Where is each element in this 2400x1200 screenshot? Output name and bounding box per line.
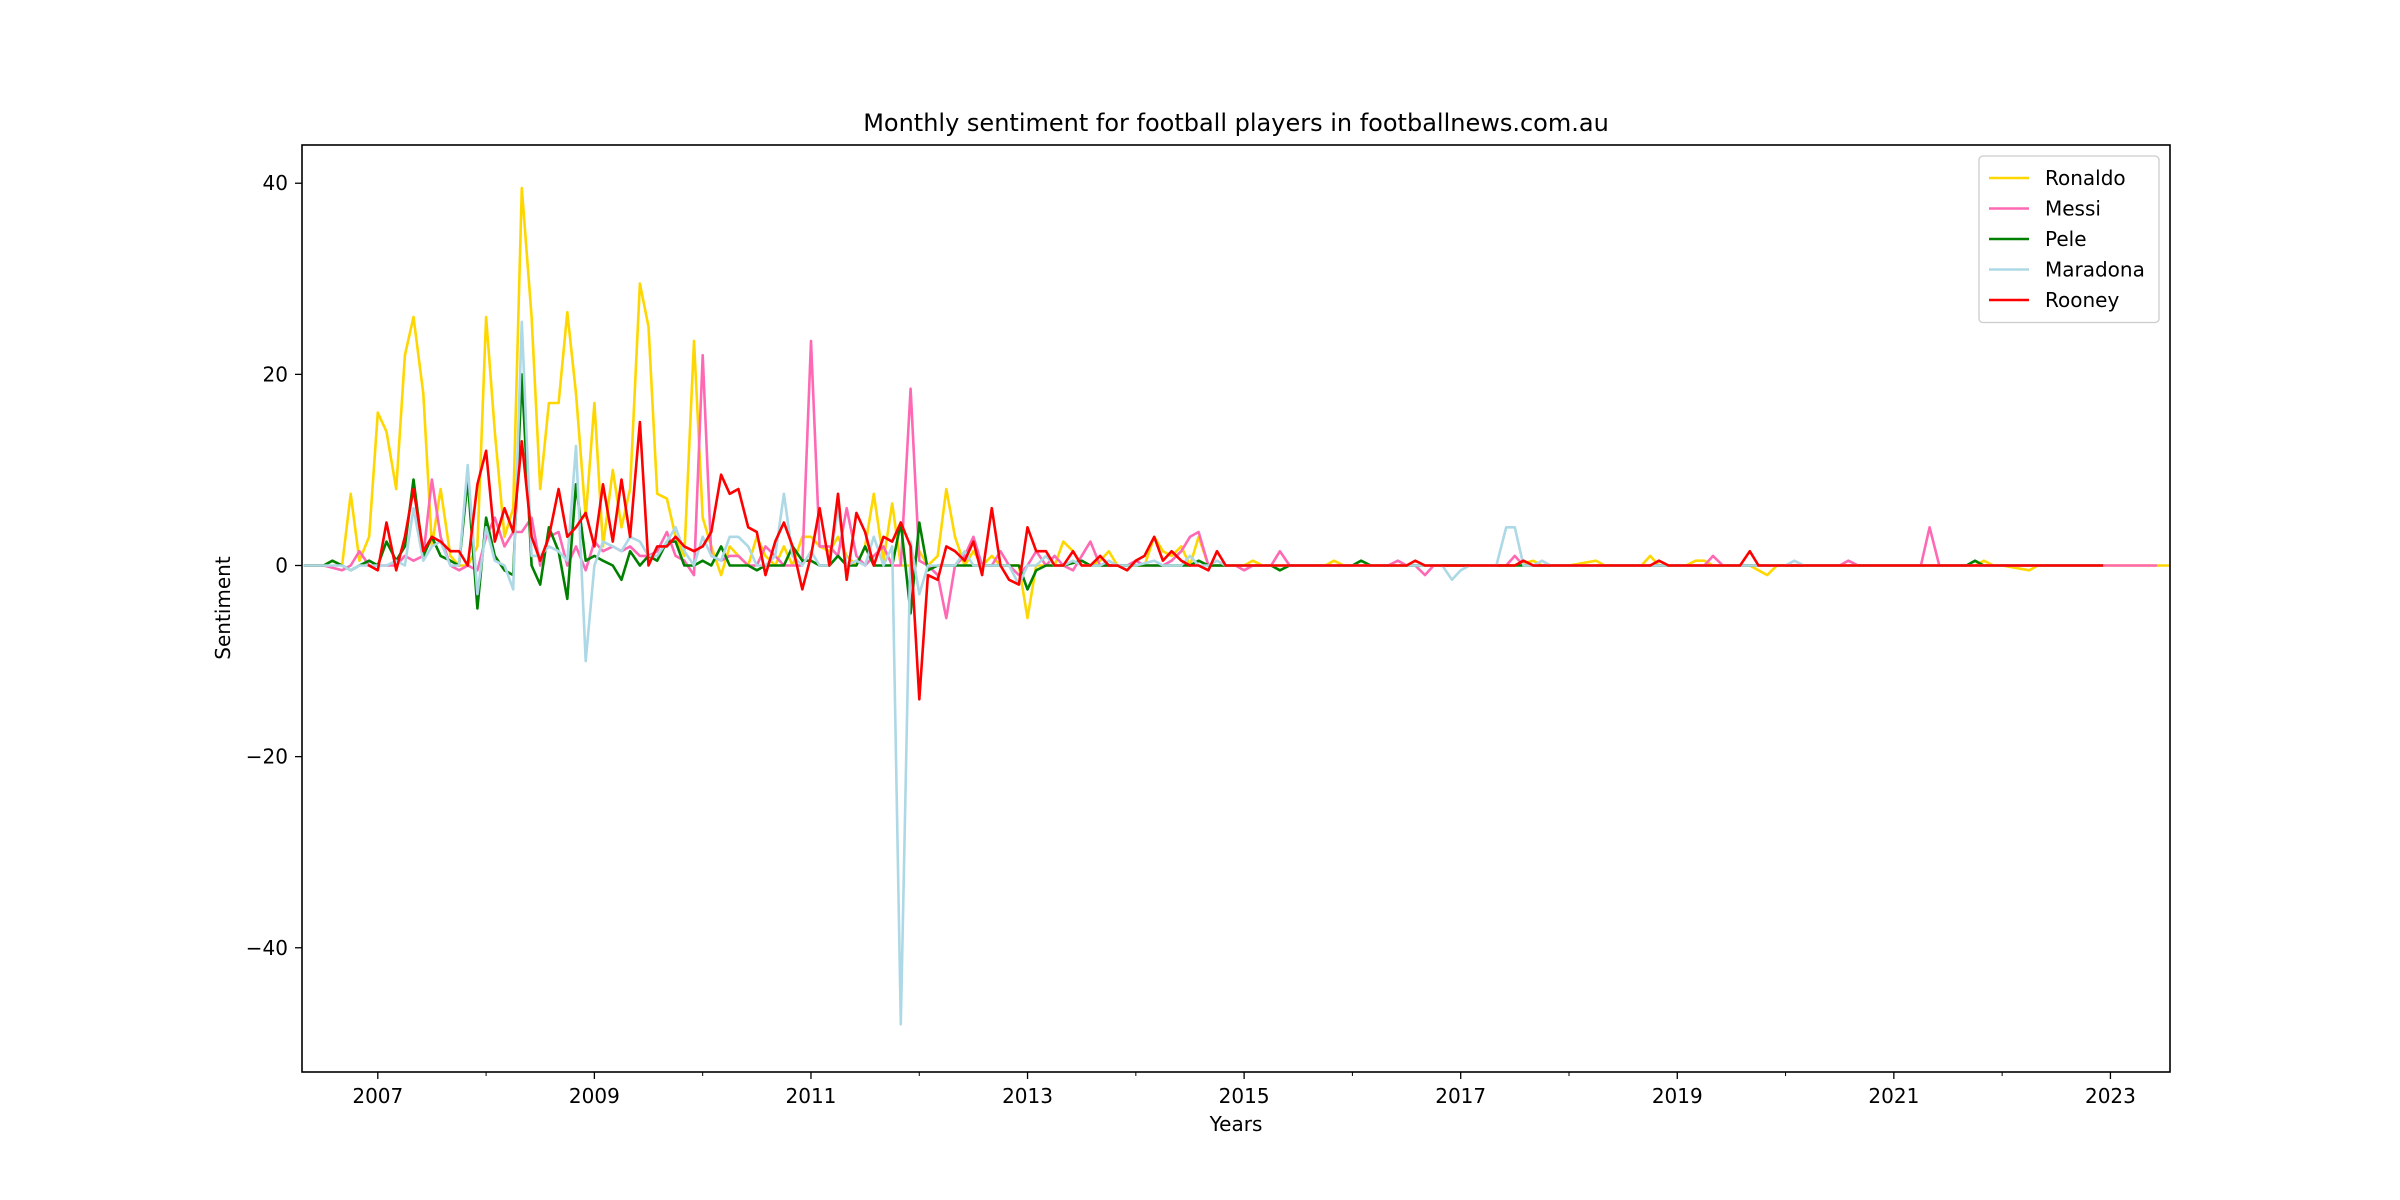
x-tick-label: 2009 [569, 1084, 620, 1108]
legend-item-maradona: Maradona [1989, 258, 2145, 282]
y-axis: −40 −20 0 20 40 [246, 171, 302, 960]
legend-item-messi: Messi [1989, 197, 2101, 221]
x-tick-label: 2017 [1435, 1084, 1486, 1108]
x-tick-label: 2015 [1219, 1084, 1270, 1108]
chart-title: Monthly sentiment for football players i… [863, 109, 1609, 137]
legend-item-rooney: Rooney [1989, 288, 2119, 312]
legend-item-ronaldo: Ronaldo [1989, 166, 2126, 190]
y-tick-label: −20 [246, 745, 288, 769]
legend-label: Messi [2045, 197, 2101, 221]
x-tick-label: 2023 [2085, 1084, 2136, 1108]
plot-frame [301, 144, 2171, 1073]
legend-label: Maradona [2045, 258, 2145, 282]
x-tick-label: 2021 [1868, 1084, 1919, 1108]
x-axis: 2007 2009 2011 2013 2015 2017 2019 2021 2023 [352, 1072, 2136, 1108]
legend-label: Rooney [2045, 288, 2119, 312]
y-tick-label: 40 [263, 171, 288, 195]
y-tick-label: 20 [263, 362, 288, 386]
x-axis-title: Years [1209, 1112, 1263, 1136]
y-tick-label: 0 [275, 553, 288, 577]
legend-label: Ronaldo [2045, 166, 2126, 190]
legend-box [1978, 155, 2160, 324]
series-line-rooney [367, 420, 2104, 701]
x-tick-label: 2007 [352, 1084, 403, 1108]
series-layer [303, 186, 2170, 1026]
x-tick-label: 2011 [786, 1084, 837, 1108]
y-axis-title: Sentiment [211, 556, 235, 660]
x-tick-label: 2019 [1652, 1084, 1703, 1108]
legend-label: Pele [2045, 227, 2087, 251]
y-tick-label: −40 [246, 936, 288, 960]
legend-item-pele: Pele [1989, 227, 2087, 251]
series-line-ronaldo [303, 186, 2170, 620]
x-tick-label: 2013 [1002, 1084, 1053, 1108]
legend: Ronaldo Messi Pele Maradona Rooney [1978, 155, 2160, 324]
